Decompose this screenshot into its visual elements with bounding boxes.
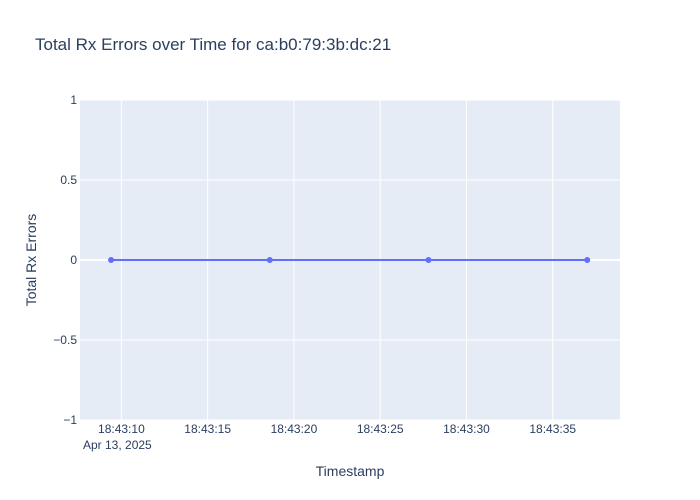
- x-axis-ticks: 18:43:10 18:43:15 18:43:20 18:43:25 18:43:30…: [98, 422, 576, 436]
- x-tick-label: 18:43:35: [529, 422, 576, 436]
- y-tick-label: 1: [70, 93, 77, 107]
- series-total-rx-errors: [108, 257, 591, 263]
- data-point: [108, 257, 115, 263]
- x-tick-label: 18:43:25: [357, 422, 404, 436]
- x-tick-label: 18:43:10: [98, 422, 145, 436]
- x-axis-date-label: Apr 13, 2025: [83, 438, 152, 452]
- x-tick-label: 18:43:20: [271, 422, 318, 436]
- y-tick-label: 0.5: [60, 173, 77, 187]
- y-tick-label: 0: [70, 253, 77, 267]
- y-axis-ticks: −1 −0.5 0 0.5 1: [53, 93, 77, 427]
- y-tick-label: −0.5: [53, 333, 77, 347]
- x-tick-label: 18:43:15: [184, 422, 231, 436]
- data-point: [425, 257, 432, 263]
- y-axis-title: Total Rx Errors: [23, 214, 39, 307]
- chart-title: Total Rx Errors over Time for ca:b0:79:3…: [35, 35, 391, 54]
- y-tick-label: −1: [63, 413, 77, 427]
- x-tick-label: 18:43:30: [443, 422, 490, 436]
- x-axis-title: Timestamp: [316, 463, 385, 479]
- data-point: [266, 257, 273, 263]
- data-point: [584, 257, 591, 263]
